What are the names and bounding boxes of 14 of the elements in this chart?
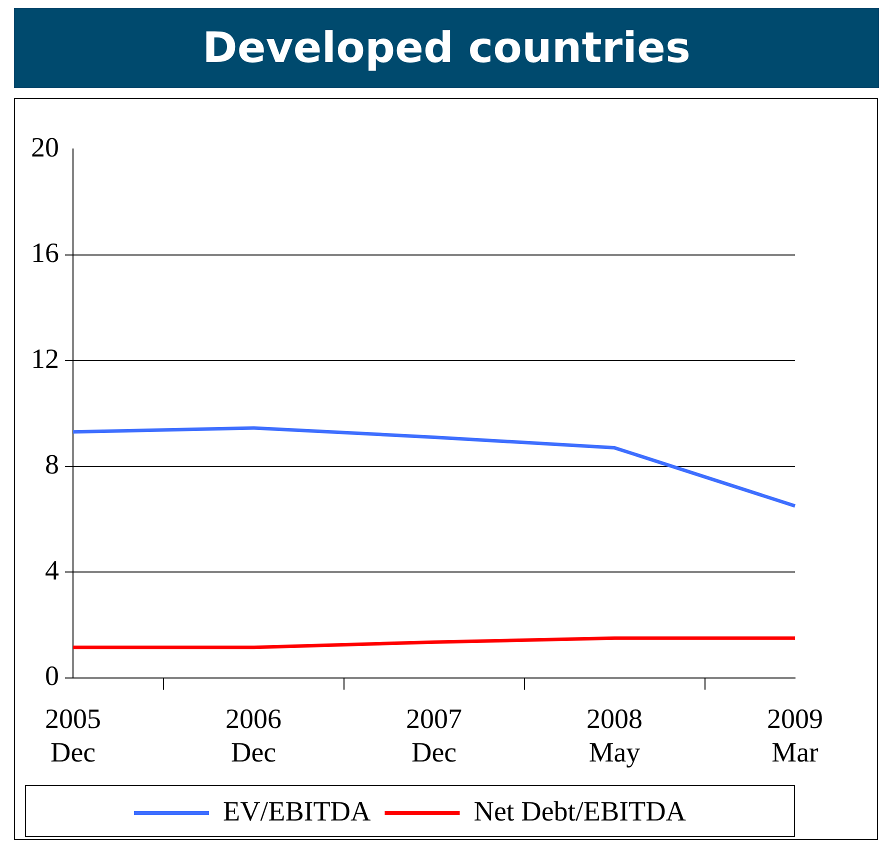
y-tick-label: 8	[45, 450, 59, 481]
y-tick-label: 4	[45, 555, 59, 586]
y-tick-label: 12	[31, 344, 59, 375]
x-tick-label: 2005 Dec	[45, 704, 101, 769]
x-tick-label: 2009 Mar	[767, 704, 823, 769]
legend-label: EV/EBITDA	[222, 796, 372, 828]
chart-title: Developed countries	[14, 8, 879, 88]
legend-label: Net Debt/EBITDA	[474, 796, 687, 828]
y-tick-label: 20	[31, 132, 59, 164]
x-tick-label: 2007 Dec	[406, 704, 462, 769]
y-tick-label: 16	[31, 238, 59, 270]
x-tick-label: 2008 May	[586, 704, 642, 769]
y-tick-label: 0	[45, 661, 59, 692]
x-tick-label: 2006 Dec	[226, 704, 282, 769]
